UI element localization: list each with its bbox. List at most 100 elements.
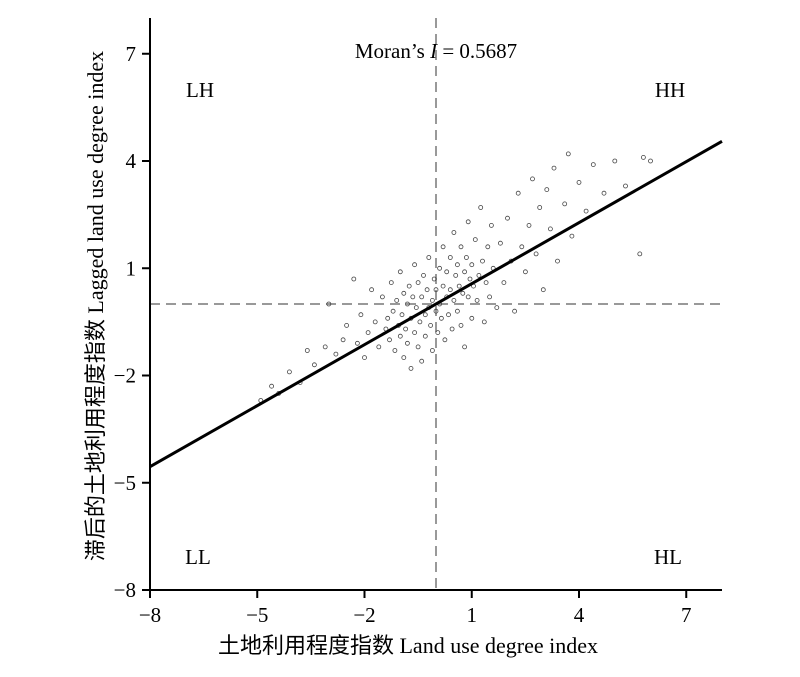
quadrant-label-top-right: HH: [655, 78, 685, 102]
fit-line: [149, 140, 723, 468]
data-point: [421, 272, 426, 278]
data-point: [526, 222, 532, 228]
quadrant-label-top-left: LH: [186, 78, 214, 102]
data-point: [523, 269, 528, 275]
data-point: [419, 358, 425, 364]
quadrant-label-bottom-right: HL: [654, 545, 682, 569]
data-point: [483, 280, 489, 286]
tick-labels: −8 −5 −2 1 4 7 −8 −5 −2 1 4 7: [114, 42, 692, 627]
data-point: [540, 287, 546, 293]
data-point: [397, 269, 403, 275]
data-point: [304, 348, 310, 353]
data-point: [446, 312, 451, 318]
data-point: [442, 337, 448, 343]
data-point: [465, 219, 471, 225]
data-point: [460, 290, 466, 296]
data-point: [480, 258, 485, 264]
y-tick-label: −2: [114, 364, 136, 388]
data-point: [485, 244, 491, 250]
data-point: [412, 330, 418, 336]
data-point: [533, 251, 539, 257]
y-tick-label: 7: [126, 42, 137, 66]
data-point: [435, 330, 441, 336]
x-tick-label: 1: [467, 603, 478, 627]
scatter-points: [258, 151, 653, 403]
data-point: [431, 276, 437, 282]
quadrant-label-bottom-left: LL: [185, 545, 211, 569]
data-point: [444, 269, 450, 275]
x-tick-label: −2: [353, 603, 375, 627]
data-point: [286, 369, 292, 375]
data-point: [433, 287, 439, 293]
data-point: [429, 297, 435, 303]
data-point: [467, 276, 473, 282]
data-point: [410, 294, 416, 300]
data-point: [569, 233, 575, 239]
data-point: [426, 255, 432, 260]
data-point: [401, 290, 407, 296]
data-point: [369, 287, 375, 293]
data-point: [394, 297, 400, 303]
x-tick-label: −8: [139, 603, 161, 627]
data-point: [472, 237, 478, 243]
data-point: [641, 154, 646, 160]
data-point: [562, 201, 568, 207]
data-point: [326, 301, 332, 307]
data-point: [440, 244, 446, 250]
data-point: [269, 383, 275, 389]
data-point: [447, 287, 453, 293]
data-point: [447, 255, 453, 260]
data-point: [515, 190, 521, 196]
data-point: [530, 176, 535, 182]
data-point: [458, 322, 464, 328]
data-point: [648, 158, 653, 164]
data-point: [429, 348, 435, 353]
regression-line: [149, 140, 723, 468]
data-point: [419, 294, 425, 300]
data-point: [462, 269, 468, 275]
data-point: [481, 319, 487, 325]
data-point: [505, 215, 510, 221]
data-point: [344, 322, 350, 328]
data-point: [437, 265, 443, 271]
data-point: [388, 280, 394, 286]
data-point: [512, 308, 517, 314]
data-point: [372, 319, 378, 325]
data-point: [469, 262, 475, 268]
data-point: [488, 222, 494, 228]
data-point: [612, 158, 618, 164]
data-point: [422, 333, 428, 339]
data-point: [406, 283, 412, 289]
data-point: [494, 305, 500, 311]
data-point: [340, 337, 346, 343]
data-point: [519, 244, 525, 250]
data-point: [415, 280, 421, 286]
x-tick-label: 4: [574, 603, 585, 627]
data-point: [576, 179, 582, 185]
data-point: [501, 280, 507, 286]
data-point: [497, 240, 503, 246]
data-point: [462, 344, 468, 350]
data-point: [590, 162, 596, 168]
data-point: [387, 337, 392, 343]
morans-i-statistic: Moran’s I = 0.5687: [355, 39, 517, 63]
data-point: [365, 330, 371, 336]
data-point: [354, 340, 360, 346]
data-point: [415, 344, 421, 350]
data-point: [548, 226, 553, 232]
data-point: [451, 297, 457, 303]
data-point: [583, 208, 589, 214]
data-point: [333, 351, 339, 357]
data-point: [376, 344, 382, 350]
data-point: [487, 294, 493, 300]
x-axis-title: 土地利用程度指数 Land use degree index: [218, 633, 598, 658]
data-point: [399, 312, 405, 318]
data-point: [351, 276, 357, 282]
data-point: [555, 258, 560, 264]
data-point: [601, 190, 607, 196]
data-point: [417, 319, 423, 325]
data-point: [537, 205, 543, 210]
data-point: [392, 348, 398, 353]
data-point: [385, 315, 391, 321]
